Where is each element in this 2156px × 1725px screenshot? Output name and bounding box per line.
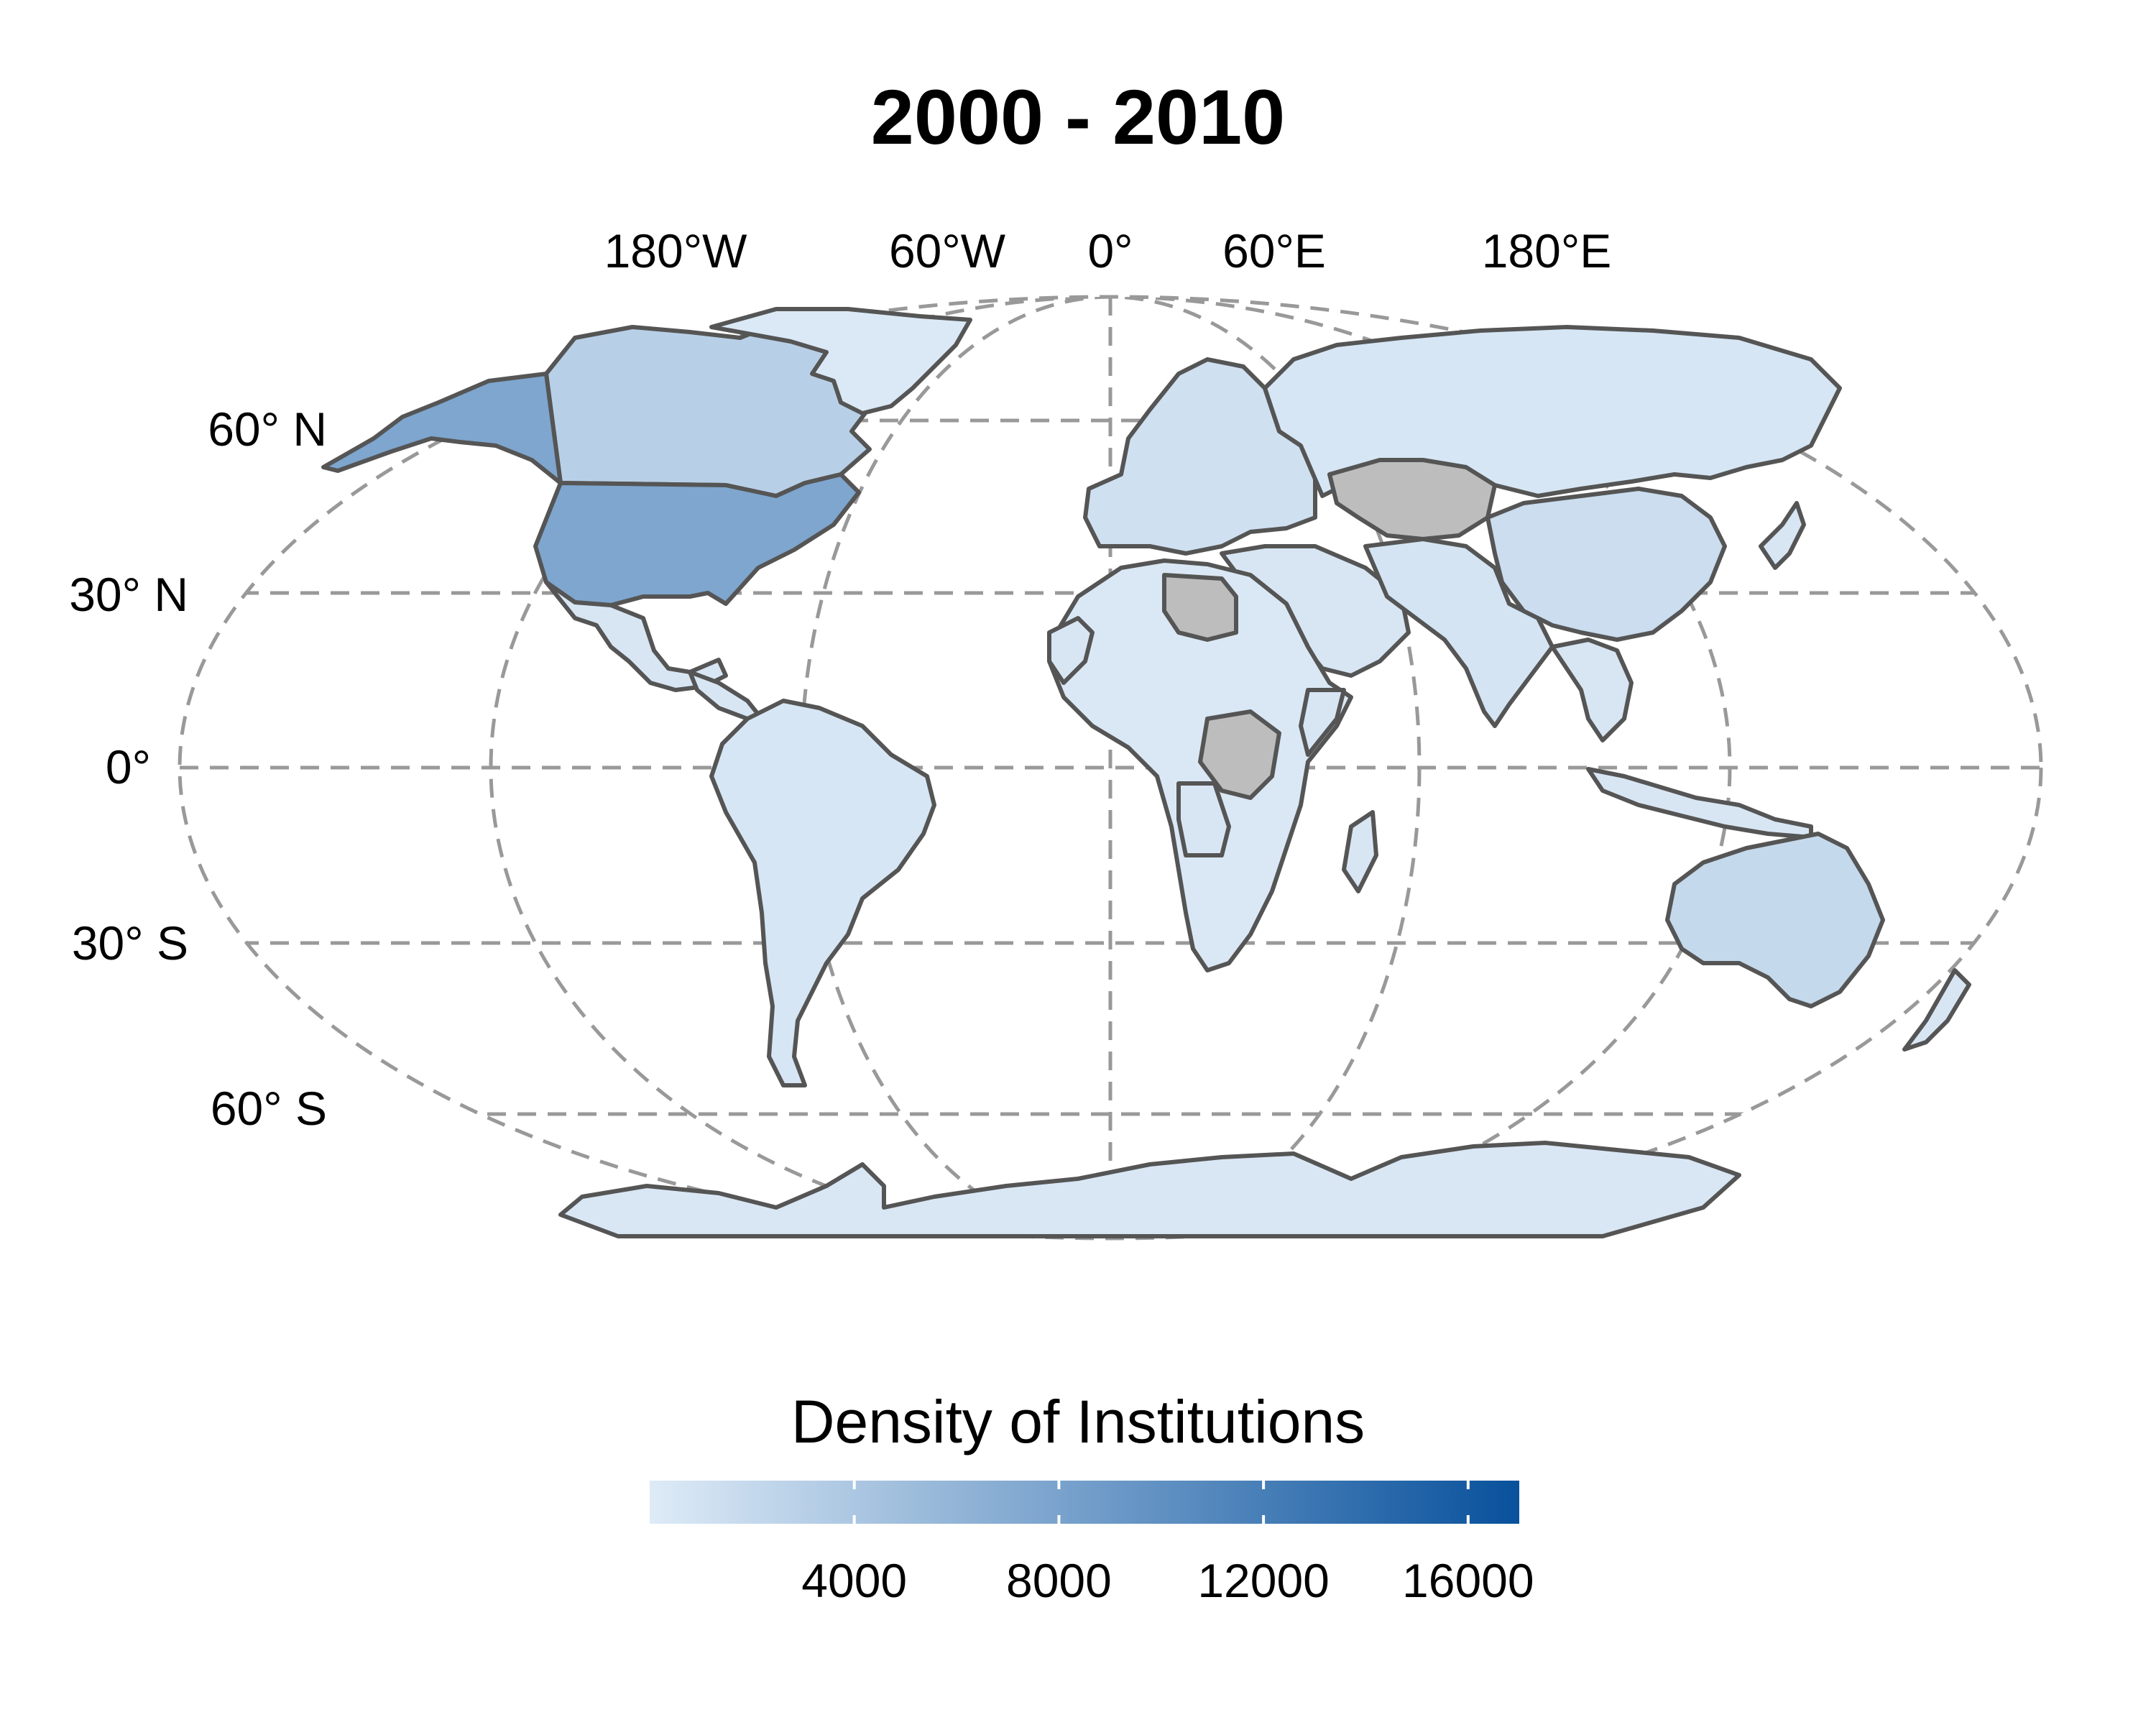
lat-label-30s: 30° S [72,916,188,970]
lon-label-60e: 60°E [1222,224,1326,277]
region-somalia [1299,688,1346,757]
map-title: 2000 - 2010 [870,73,1286,160]
legend-colorbar [650,1481,1519,1524]
lat-label-0: 0° [106,740,151,794]
lon-label-60w: 60°W [889,224,1006,277]
region-dr-congo [1198,709,1281,800]
region-australia [1665,832,1885,1008]
region-antarctica [558,1141,1741,1238]
legend-title: Density of Institutions [791,1388,1365,1455]
region-alaska [321,372,563,485]
region-china [1485,487,1727,642]
lat-label-30n: 30° N [69,568,188,621]
lon-label-180e: 180°E [1482,224,1612,277]
region-greenland [709,307,972,415]
lat-label-60n: 60° N [208,402,327,456]
region-southeast-asia [1550,638,1634,742]
legend-ticks: 4000 8000 12000 16000 [801,1481,1534,1607]
region-kazakhstan [1327,458,1497,541]
region-new-zealand [1902,968,1971,1052]
lon-label-180w: 180°W [604,224,748,277]
latitude-labels: 60° N 30° N 0° 30° S 60° S [69,402,327,1135]
region-south-asia [1363,537,1554,728]
legend-tick-label: 16000 [1402,1554,1534,1607]
land [321,307,1971,1238]
longitude-labels: 180°W 60°W 0° 60°E 180°E [604,224,1612,277]
lon-label-0: 0° [1087,224,1133,277]
legend-tick-label: 4000 [801,1554,907,1607]
region-japan [1759,501,1806,570]
legend-tick-label: 12000 [1197,1554,1330,1607]
legend-tick-label: 8000 [1006,1554,1112,1607]
region-indonesia [1586,767,1813,840]
region-south-america [709,699,936,1087]
region-united-states [533,472,861,607]
region-madagascar [1342,810,1378,893]
lon-line-120 [489,297,1732,1238]
lat-label-60s: 60° S [211,1082,327,1135]
region-libya [1162,573,1238,642]
region-angola [1176,781,1231,857]
region-west-sahara [1047,616,1095,685]
